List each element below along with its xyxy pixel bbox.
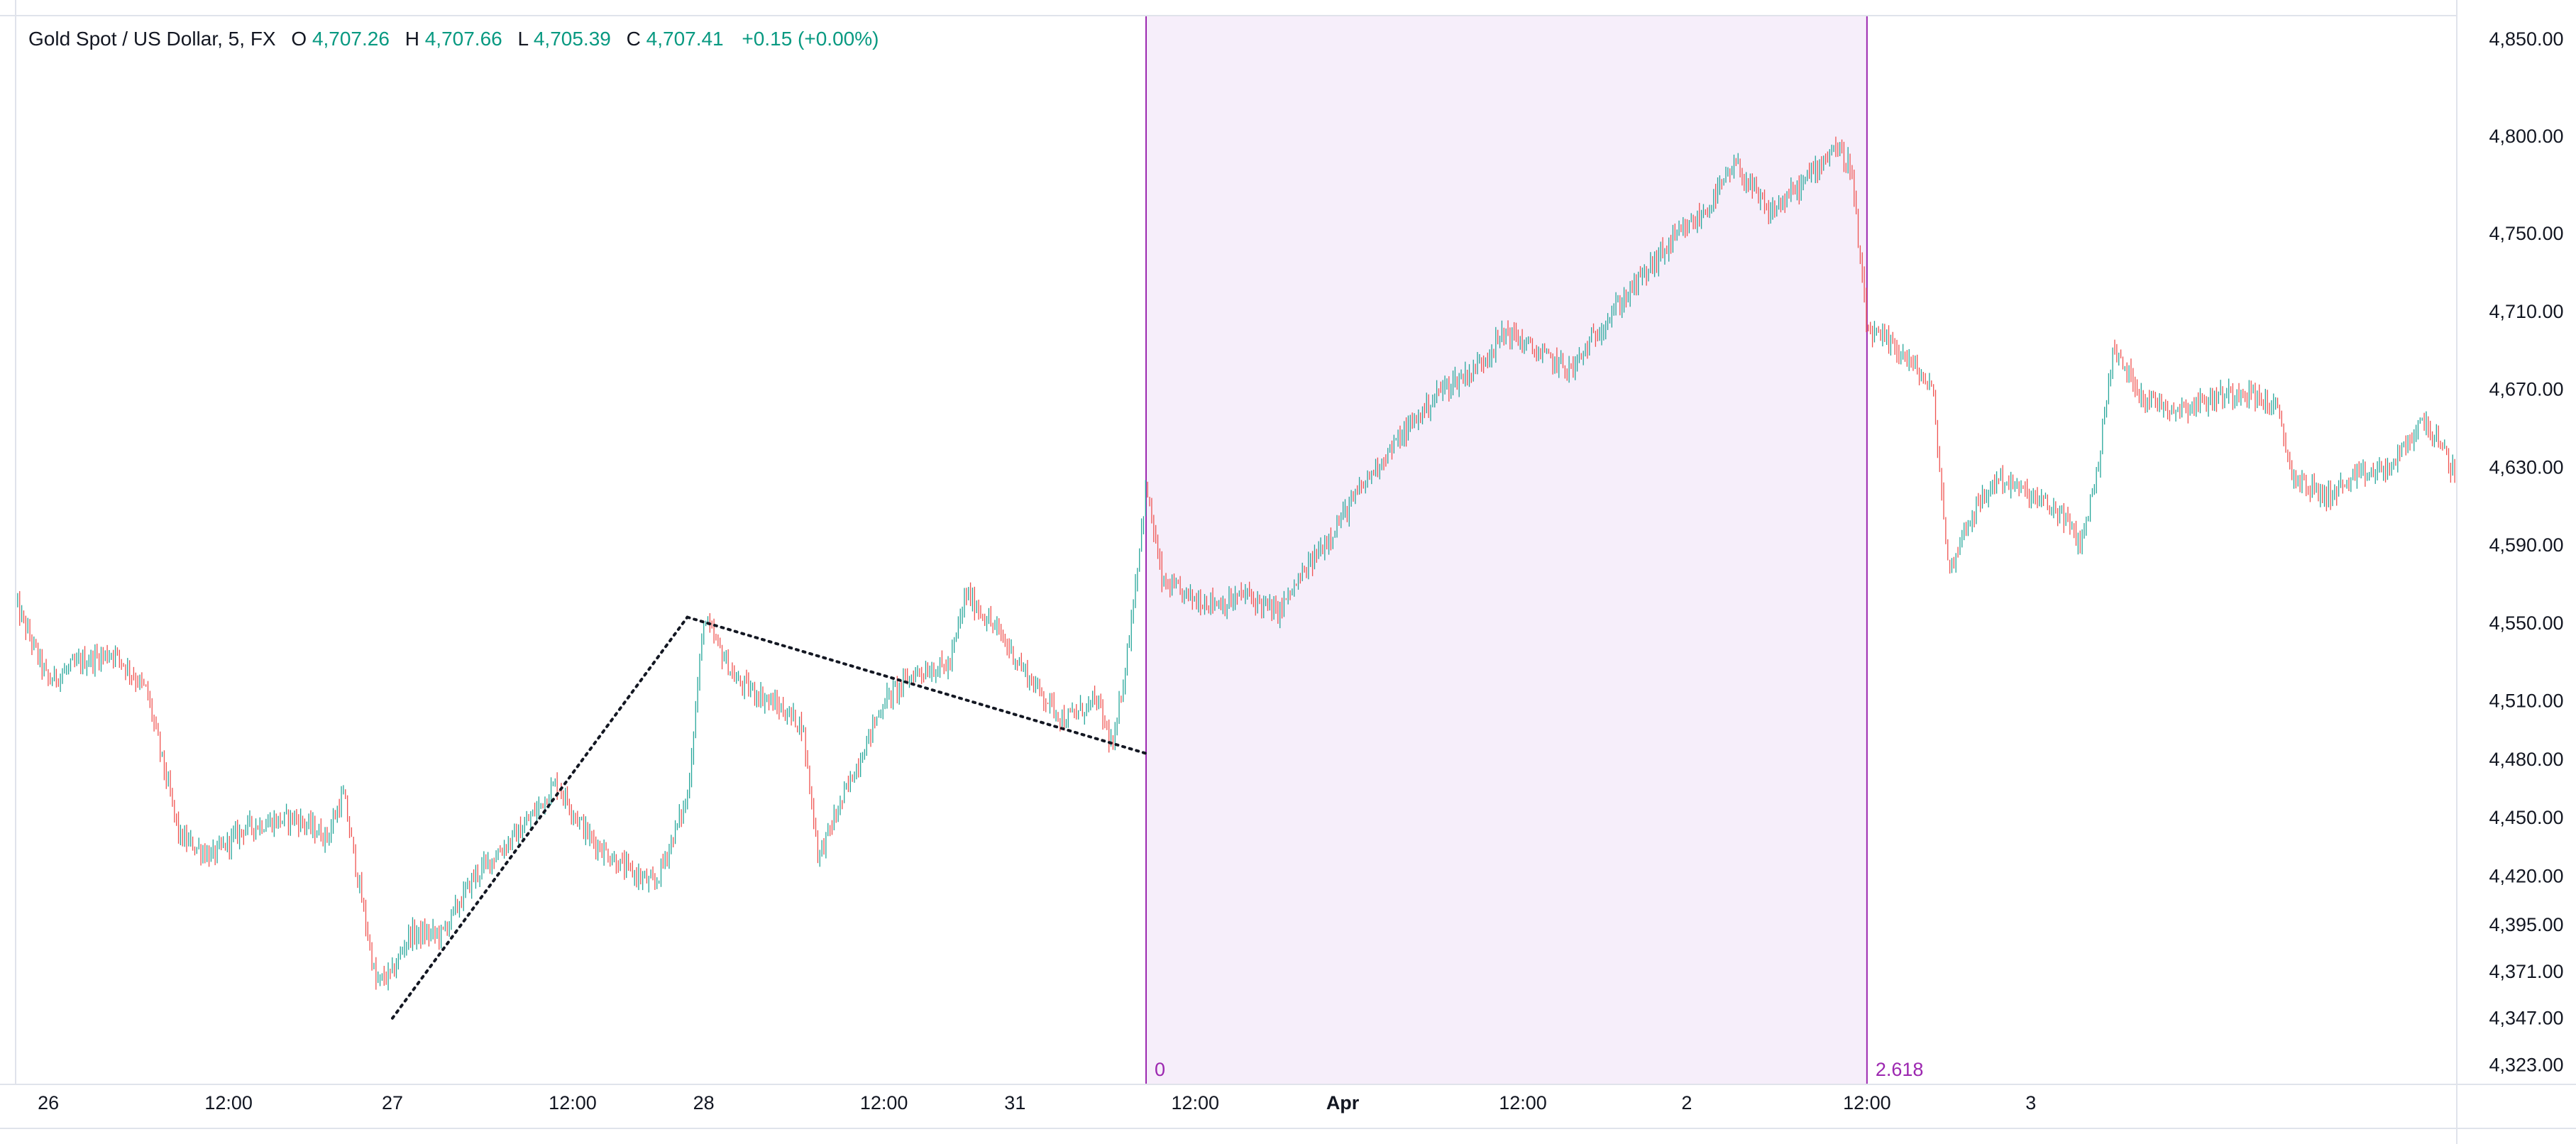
fib-level-labels: 0 2.618: [1155, 1059, 1923, 1080]
change-value: +0.15 (+0.00%): [742, 28, 879, 50]
time-axis[interactable]: 26 12:00 27 12:00 28 12:00 31 12:00 Apr 12:00 2 12:…: [38, 1092, 2036, 1113]
y-tick-label: 4,347.00: [2489, 1008, 2563, 1029]
candlestick-series: [15, 136, 2457, 991]
y-tick-label: 4,450.00: [2489, 807, 2563, 828]
y-tick-label: 4,590.00: [2489, 534, 2563, 556]
y-tick-label: 4,395.00: [2489, 914, 2563, 935]
fib-label-2618: 2.618: [1876, 1059, 1924, 1080]
x-tick-label: 12:00: [204, 1092, 253, 1113]
x-tick-label: 12:00: [549, 1092, 597, 1113]
y-tick-label: 4,480.00: [2489, 749, 2563, 770]
y-tick-label: 4,371.00: [2489, 961, 2563, 982]
x-tick-label: 2: [1681, 1092, 1692, 1113]
high-label: H: [405, 28, 419, 50]
y-tick-label: 4,670.00: [2489, 379, 2563, 400]
y-tick-label: 4,800.00: [2489, 126, 2563, 147]
x-tick-label: 3: [2025, 1092, 2036, 1113]
x-tick-label: 12:00: [1499, 1092, 1547, 1113]
price-axis[interactable]: 4,850.00 4,800.00 4,750.00 4,710.00 4,670.00…: [2489, 28, 2563, 1076]
y-tick-label: 4,750.00: [2489, 223, 2563, 244]
fib-label-zero: 0: [1155, 1059, 1165, 1080]
x-tick-label: 27: [382, 1092, 403, 1113]
symbol-legend[interactable]: Gold Spot / US Dollar, 5, FX O 4,707.26 …: [28, 28, 879, 50]
low-label: L: [518, 28, 529, 50]
y-tick-label: 4,323.00: [2489, 1055, 2563, 1076]
y-tick-label: 4,630.00: [2489, 456, 2563, 478]
open-value: 4,707.26: [312, 28, 390, 50]
y-tick-label: 4,510.00: [2489, 691, 2563, 712]
open-label: O: [291, 28, 307, 50]
pattern-drawing[interactable]: [391, 615, 1148, 1020]
low-value: 4,705.39: [534, 28, 611, 50]
x-tick-label: 12:00: [1843, 1092, 1891, 1113]
x-tick-label: 12:00: [1171, 1092, 1219, 1113]
y-tick-label: 4,550.00: [2489, 612, 2563, 634]
y-tick-label: 4,420.00: [2489, 865, 2563, 886]
x-tick-label: 31: [1004, 1092, 1025, 1113]
fib-zone-fill: [1146, 16, 1867, 1084]
x-tick-label: 26: [38, 1092, 59, 1113]
x-tick-label: 28: [693, 1092, 715, 1113]
fib-time-zone[interactable]: [1145, 16, 1868, 1084]
pattern-segment[interactable]: [391, 615, 689, 1020]
x-tick-label: Apr: [1326, 1092, 1360, 1113]
y-tick-label: 4,850.00: [2489, 28, 2563, 50]
pattern-segment[interactable]: [686, 615, 1148, 755]
high-value: 4,707.66: [425, 28, 502, 50]
close-label: C: [627, 28, 641, 50]
close-value: 4,707.41: [646, 28, 724, 50]
x-tick-label: 12:00: [860, 1092, 908, 1113]
y-tick-label: 4,710.00: [2489, 301, 2563, 322]
symbol-title: Gold Spot / US Dollar, 5, FX: [28, 28, 276, 50]
